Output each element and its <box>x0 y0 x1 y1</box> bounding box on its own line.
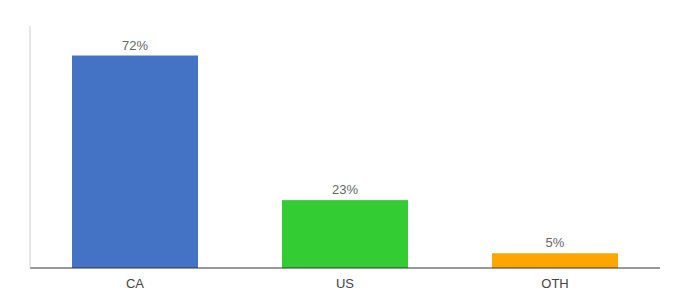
bar <box>492 253 618 268</box>
bars <box>72 56 618 268</box>
data-label: 23% <box>332 182 358 197</box>
data-label: 72% <box>122 38 148 53</box>
x-tick-label: OTH <box>541 276 568 291</box>
x-tick-labels: CA US OTH <box>126 276 569 291</box>
chart-svg: 72% 23% 5% CA US OTH <box>0 0 680 300</box>
bar <box>72 56 198 268</box>
chart-container: 72% 23% 5% CA US OTH <box>0 0 680 300</box>
x-tick-label: US <box>336 276 354 291</box>
x-axis-line <box>30 268 660 269</box>
bar <box>282 200 408 268</box>
y-axis-line <box>30 26 31 268</box>
data-label: 5% <box>546 235 565 250</box>
x-tick-label: CA <box>126 276 144 291</box>
data-labels: 72% 23% 5% <box>122 38 565 251</box>
